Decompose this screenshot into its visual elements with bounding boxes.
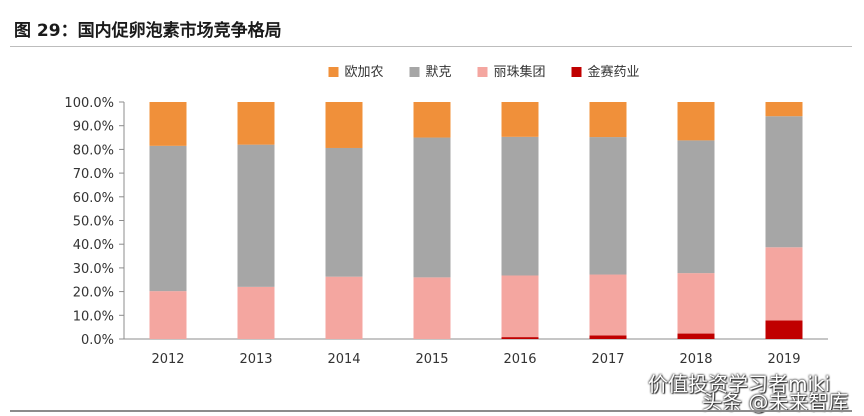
bar-segment: [589, 137, 627, 275]
bar-segment: [501, 102, 539, 137]
legend-swatch: [477, 67, 488, 77]
bar-segment: [413, 277, 451, 339]
bar-segment: [149, 102, 187, 146]
title-divider: [10, 46, 852, 47]
bar-segment: [413, 137, 451, 278]
x-tick-label: 2019: [767, 352, 800, 367]
bar-segment: [237, 144, 275, 287]
bar-segment: [765, 116, 803, 248]
bar-segment: [501, 337, 539, 339]
y-tick-label: 70.0%: [73, 167, 114, 182]
x-tick-label: 2015: [415, 352, 448, 367]
bar-segment: [589, 274, 627, 336]
y-tick-label: 40.0%: [73, 238, 114, 253]
legend-label: 欧加农: [345, 65, 384, 80]
bar-segment: [501, 136, 539, 276]
y-tick-label: 20.0%: [73, 286, 114, 301]
figure-title: 图 29：国内促卵泡素市场竞争格局: [14, 21, 282, 41]
x-tick-label: 2013: [239, 352, 272, 367]
y-tick-label: 0.0%: [81, 333, 114, 348]
y-tick-label: 30.0%: [73, 262, 114, 277]
x-tick-label: 2016: [503, 352, 536, 367]
legend-swatch: [571, 67, 582, 77]
y-tick-label: 10.0%: [73, 309, 114, 324]
bar-segment: [589, 102, 627, 138]
bar-segment: [677, 140, 715, 274]
bar-segment: [677, 333, 715, 339]
watermark-author: 价值投资学习者miki: [648, 372, 831, 396]
bar-segment: [237, 102, 275, 145]
bar-segment: [765, 247, 803, 321]
x-tick-label: 2018: [679, 352, 712, 367]
bar-segment: [325, 102, 363, 148]
y-tick-label: 60.0%: [73, 191, 114, 206]
bar-segment: [765, 320, 803, 339]
wechat-icon: [622, 373, 642, 389]
legend-label: 丽珠集团: [494, 64, 546, 80]
legend-swatch: [328, 67, 339, 77]
x-tick-label: 2012: [151, 352, 184, 367]
bottom-divider: [10, 410, 852, 412]
x-tick-label: 2017: [591, 352, 624, 367]
bar-segment: [149, 145, 187, 292]
legend-label: 金赛药业: [588, 64, 640, 80]
x-tick-label: 2014: [327, 352, 360, 367]
bar-segment: [765, 102, 803, 117]
bar-segment: [325, 276, 363, 339]
bar-segment: [149, 291, 187, 339]
bar-segment: [413, 102, 451, 138]
y-tick-label: 80.0%: [73, 143, 114, 158]
y-tick-label: 90.0%: [73, 120, 114, 135]
bar-segment: [677, 102, 715, 141]
bar-segment: [501, 275, 539, 338]
bar-segment: [325, 147, 363, 277]
bar-segment: [677, 273, 715, 334]
legend-swatch: [409, 67, 420, 77]
bar-segment: [589, 335, 627, 339]
y-tick-label: 50.0%: [73, 215, 114, 230]
bar-segment: [237, 286, 275, 339]
legend-label: 默克: [426, 64, 452, 80]
y-tick-label: 100.0%: [64, 96, 114, 111]
